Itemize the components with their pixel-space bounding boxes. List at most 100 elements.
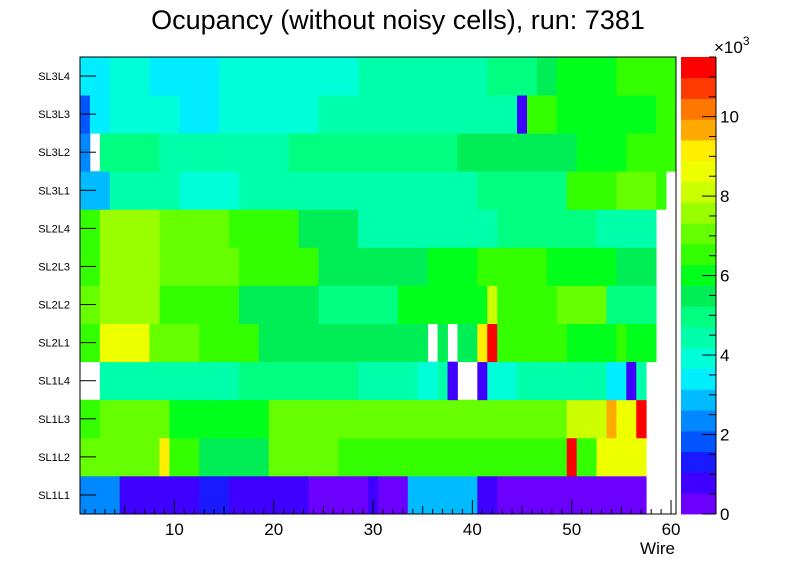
heatmap-cell-sl3l4-wire-8-14 (149, 57, 220, 96)
color-scale-step (681, 327, 716, 349)
heatmap-cell-sl3l2-wire-9-13 (159, 133, 210, 172)
layer-label-sl1l4: SL1L4 (38, 376, 70, 388)
heatmap-cell-sl3l4-wire-15-28 (219, 57, 359, 96)
heatmap-cell-sl3l4-wire-60-60 (666, 57, 677, 96)
heatmap-cell-sl2l4-wire-29-42 (358, 209, 498, 248)
color-scale-label: 10 (720, 108, 739, 127)
color-scale-label: 2 (720, 426, 729, 445)
heatmap-cell-sl2l4-wire-16-22 (229, 209, 299, 248)
layer-label-sl2l4: SL2L4 (38, 223, 70, 235)
heatmap-cell-sl3l1-wire-41-45 (477, 171, 528, 210)
heatmap-cell-sl3l4-wire-29-41 (358, 57, 488, 96)
color-scale-step (681, 202, 716, 224)
heatmap-cell-sl3l4-wire-47-48 (536, 57, 558, 96)
heatmap-cell-sl1l4-wire-57-57 (636, 361, 647, 401)
heatmap-cell-sl2l2-wire-9-16 (159, 285, 240, 324)
color-scale-exponent-power: 3 (743, 34, 750, 48)
heatmap-cell-sl3l4-wire-4-7 (109, 57, 150, 96)
color-scale-step (681, 243, 716, 266)
heatmap-cell-sl3l3-wire-25-34 (318, 95, 419, 134)
heatmap-cell-sl2l2-wire-42-42 (487, 285, 498, 324)
heatmap-cell-sl1l4-wire-17-28 (238, 361, 359, 401)
heatmap-cell-sl1l3-wire-57-57 (636, 399, 647, 439)
x-axis: 10 20 30 40 50 60 (84, 500, 680, 539)
heatmap-cell-sl2l1-wire-50-54 (566, 323, 617, 363)
heatmap-cell-sl1l2-wire-51-52 (576, 437, 597, 477)
heatmap-cell-sl1l2-wire-20-26 (268, 437, 339, 477)
heatmap-cell-sl3l1-wire-46-49 (527, 171, 568, 210)
heatmap-cell-sl1l3-wire-55-56 (616, 399, 637, 439)
heatmap-cell-sl2l1-wire-34-35 (407, 323, 429, 363)
heatmap-cell-sl2l2-wire-49-53 (556, 285, 607, 324)
color-scale-step (681, 347, 716, 369)
heatmap-cell-sl1l1-wire-41-42 (477, 475, 498, 515)
color-scale-step (681, 285, 716, 307)
color-scale-step (681, 306, 716, 328)
color-scale-step (681, 57, 716, 79)
color-scale-exponent-base: ×10 (714, 38, 743, 57)
layer-label-sl1l2: SL1L2 (38, 452, 70, 464)
heatmap-cell-sl1l4-wire-56-56 (626, 361, 637, 401)
heatmap-cell-sl1l4-wire-41-41 (477, 361, 488, 401)
heatmap-cell-sl1l3-wire-50-53 (566, 399, 607, 439)
heatmap-cell-sl1l3-wire-3-9 (99, 399, 170, 439)
color-scale-step (681, 98, 716, 120)
color-scale-step (681, 181, 716, 203)
color-scale-step (681, 493, 716, 515)
heatmap-cell-sl2l2-wire-54-58 (606, 285, 657, 324)
layer-label-sl2l2: SL2L2 (38, 300, 70, 312)
color-scale-step (681, 140, 716, 162)
heatmap-cell-sl1l4-wire-38-38 (447, 361, 458, 401)
heatmap-cell-sl1l2-wire-50-50 (566, 437, 578, 477)
heatmap-cell-sl3l3-wire-49-58 (556, 95, 657, 134)
heatmap-cell-sl3l3-wire-15-24 (219, 95, 319, 134)
color-scale-exponent: ×103 (714, 34, 750, 57)
heatmap-cell-sl2l3-wire-25-35 (318, 247, 429, 286)
heatmap-cell-sl1l2-wire-27-49 (338, 437, 568, 477)
heatmap-cell-sl3l3-wire-45-45 (517, 95, 528, 134)
heatmap-cell-sl3l2-wire-22-38 (288, 133, 458, 172)
layer-label-sl1l1: SL1L1 (38, 490, 70, 502)
heatmap-cell-sl3l3-wire-4-10 (109, 95, 180, 134)
heatmap-cell-sl3l3-wire-59-60 (656, 95, 677, 134)
color-scale-step (681, 389, 716, 411)
x-tick-label: 20 (264, 520, 283, 539)
heatmap-cell-sl2l2-wire-33-41 (397, 285, 488, 324)
color-scale-step (681, 451, 716, 473)
heatmap-cell-sl2l3-wire-17-24 (238, 247, 319, 286)
heatmap-cell-sl2l2-wire-3-8 (99, 285, 160, 324)
x-tick-label: 30 (364, 520, 383, 539)
heatmap-cell-sl1l4-wire-14-16 (209, 361, 240, 401)
layer-label-sl2l3: SL2L3 (38, 261, 70, 273)
heatmap-cell-sl1l4-wire-54-55 (606, 361, 627, 401)
heatmap-cell-sl3l2-wire-51-55 (576, 133, 627, 172)
plot-frame (79, 56, 677, 515)
heatmap-cell-sl2l2-wire-43-48 (497, 285, 558, 324)
color-scale-step (681, 160, 716, 183)
heatmap-cell-sl2l1-wire-8-12 (149, 323, 200, 363)
heatmap-cell-sl2l1-wire-37-37 (437, 323, 448, 363)
color-scale-label: 8 (720, 187, 729, 206)
heatmap-cells (80, 57, 677, 515)
heatmap-cell-sl3l4-wire-42-46 (487, 57, 538, 96)
color-scale-label: 4 (720, 346, 729, 365)
heatmap-cell-sl2l1-wire-19-33 (258, 323, 409, 363)
color-scale-step (681, 223, 716, 245)
heatmap-cell-sl1l4-wire-37-37 (437, 361, 448, 401)
heatmap-cell-sl3l1-wire-17-33 (238, 171, 409, 210)
heatmap-cell-sl2l2-wire-17-24 (238, 285, 319, 324)
color-scale-step (681, 264, 716, 286)
heatmap-cell-sl2l4-wire-23-28 (298, 209, 359, 248)
x-axis-label: Wire (640, 539, 675, 558)
layer-label-sl3l4: SL3L4 (38, 71, 70, 83)
heatmap-cell-sl1l1-wire-16-23 (229, 475, 309, 515)
heatmap-cell-sl1l4-wire-3-13 (99, 361, 210, 401)
heatmap-cell-sl1l4-wire-29-34 (358, 361, 419, 401)
color-scale-label: 6 (720, 267, 729, 286)
heatmap-cell-sl1l1-wire-34-40 (407, 475, 478, 515)
x-tick-label: 50 (562, 520, 581, 539)
heatmap-cell-sl3l3-wire-46-48 (527, 95, 558, 134)
heatmap-cell-sl1l1-wire-30-30 (368, 475, 379, 515)
heatmap-cell-sl2l3-wire-3-8 (99, 247, 160, 286)
heatmap-cell-sl2l1-wire-41-41 (477, 323, 488, 363)
